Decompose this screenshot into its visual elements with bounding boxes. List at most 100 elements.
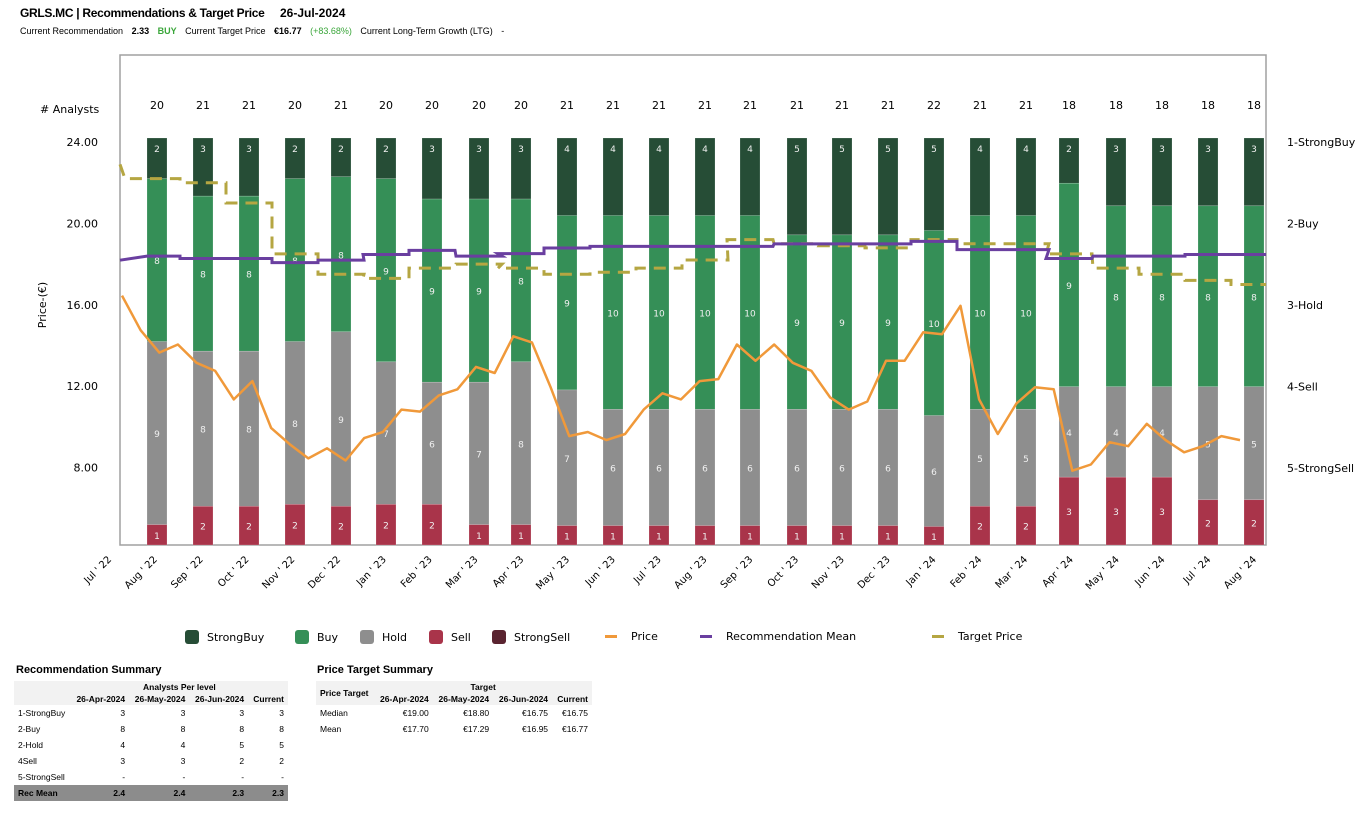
bar-value-label: 10 [928, 320, 940, 330]
bar-segment-buy [831, 234, 853, 410]
bar-segment-sell [602, 525, 624, 546]
legend-item-price: Price [605, 630, 658, 643]
column-header: 26-Jun-2024 [493, 693, 553, 705]
bar-value-label: 1 [794, 532, 800, 542]
current-target-price-change: (+83.68%) [310, 26, 352, 36]
bar-value-label: 2 [1023, 523, 1029, 533]
plot-area-frame [119, 54, 1267, 546]
bar-value-label: 10 [1020, 309, 1032, 319]
bar-value-label: 5 [931, 145, 937, 155]
bar-segment-buy [375, 178, 397, 363]
sell-swatch [429, 630, 443, 644]
cell-value: - [281, 772, 284, 782]
bar-segment-sell [284, 504, 306, 546]
bar-value-label: 1 [518, 532, 524, 542]
analyst-count-label: 20 [472, 99, 486, 112]
table-row: Median €19.00 €18.80 €16.75 €16.75 [316, 705, 592, 721]
bar-value-label: 8 [1251, 293, 1257, 303]
right-axis-label: 3-Hold [1287, 299, 1323, 312]
analyst-count-label: 20 [514, 99, 528, 112]
bar-value-label: 2 [292, 522, 298, 532]
analyst-count-label: 21 [334, 99, 348, 112]
bar-value-label: 3 [1251, 145, 1257, 155]
bar-segment-sell [786, 525, 808, 546]
legend-item-strongbuy: StrongBuy [185, 630, 264, 644]
cell-value: 2 [239, 756, 245, 766]
bar-segment-sell [1151, 476, 1173, 546]
x-tick-label: Aug ' 22 [123, 554, 160, 591]
bar-value-label: 9 [794, 319, 800, 329]
bar-value-label: 1 [564, 532, 570, 542]
cell-value: 2.3 [189, 785, 249, 801]
y-tick-label: 8.00 [74, 462, 99, 475]
right-axis-label: 4-Sell [1287, 381, 1318, 394]
analyst-count-label: 21 [560, 99, 574, 112]
bar-segment-buy [648, 215, 670, 410]
rec-mean-line-swatch [700, 635, 712, 638]
bar-value-label: 3 [429, 145, 435, 155]
row-label: Median [320, 708, 348, 718]
bar-value-label: 4 [702, 145, 708, 155]
current-target-price-value: €16.77 [274, 26, 302, 36]
bar-value-label: 2 [338, 523, 344, 533]
bar-value-label: 8 [292, 420, 298, 430]
legend-item-sell: Sell [429, 630, 471, 644]
bar-segment-sell [694, 525, 716, 546]
cell-value: 3 [180, 708, 186, 718]
bar-value-label: 8 [1159, 293, 1165, 303]
buy-swatch [295, 630, 309, 644]
bar-value-label: 9 [1066, 282, 1072, 292]
cell-value: 3 [120, 708, 126, 718]
cell-value: 8 [120, 724, 126, 734]
bar-value-label: 2 [292, 145, 298, 155]
bar-segment-sell [648, 525, 670, 546]
bar-segment-sell [468, 524, 490, 546]
current-target-price-label: Current Target Price [185, 26, 266, 36]
analyst-count-label: 21 [881, 99, 895, 112]
analyst-count-label: 20 [288, 99, 302, 112]
row-label: 5-StrongSell [18, 772, 65, 782]
bar-segment-sell [1105, 476, 1127, 546]
target-price-line-swatch [932, 635, 944, 638]
bar-value-label: 3 [200, 145, 206, 155]
analyst-count-label: 21 [1019, 99, 1033, 112]
bar-value-label: 8 [338, 251, 344, 261]
bar-value-label: 1 [476, 532, 482, 542]
bar-value-label: 9 [429, 288, 435, 298]
legend-item-buy: Buy [295, 630, 338, 644]
bar-value-label: 2 [154, 145, 160, 155]
x-tick-label: Feb ' 23 [399, 554, 435, 590]
bar-value-label: 9 [839, 319, 845, 329]
cell-value: €16.95 [522, 724, 549, 734]
bar-value-label: 6 [610, 464, 616, 474]
legend-item-rec-mean: Recommendation Mean [700, 630, 856, 643]
x-tick-label: May ' 23 [534, 554, 572, 592]
x-tick-label: Apr ' 24 [1040, 554, 1075, 589]
row-label: 1-StrongBuy [18, 708, 66, 718]
cell-value: 5 [239, 740, 245, 750]
price-target-summary-table: Price Target Target 26-Apr-2024 26-May-20… [316, 681, 592, 737]
bar-value-label: 6 [747, 464, 753, 474]
bar-value-label: 8 [200, 426, 206, 436]
bar-value-label: 2 [429, 522, 435, 532]
table-row: 1-StrongBuy 3 3 3 3 [14, 705, 288, 721]
cell-value: 8 [239, 724, 245, 734]
right-axis-label: 1-StrongBuy [1287, 136, 1356, 149]
bar-segment-sell [330, 505, 352, 546]
bar-value-label: 1 [885, 532, 891, 542]
legend-item-target-price: Target Price [932, 630, 1022, 643]
bar-value-label: 1 [610, 532, 616, 542]
row-label: Mean [320, 724, 342, 734]
bar-value-label: 2 [383, 522, 389, 532]
bar-segment-sell [923, 526, 945, 546]
hold-swatch [360, 630, 374, 644]
analyst-count-label: 21 [652, 99, 666, 112]
bar-segment-buy [694, 215, 716, 410]
column-header: Current [248, 693, 288, 705]
bar-value-label: 6 [702, 464, 708, 474]
analyst-count-label: 22 [927, 99, 941, 112]
legend-item-hold: Hold [360, 630, 407, 644]
legend-label: Target Price [958, 630, 1023, 643]
cell-value: €16.75 [562, 708, 588, 718]
bar-segment-sell [831, 525, 853, 546]
